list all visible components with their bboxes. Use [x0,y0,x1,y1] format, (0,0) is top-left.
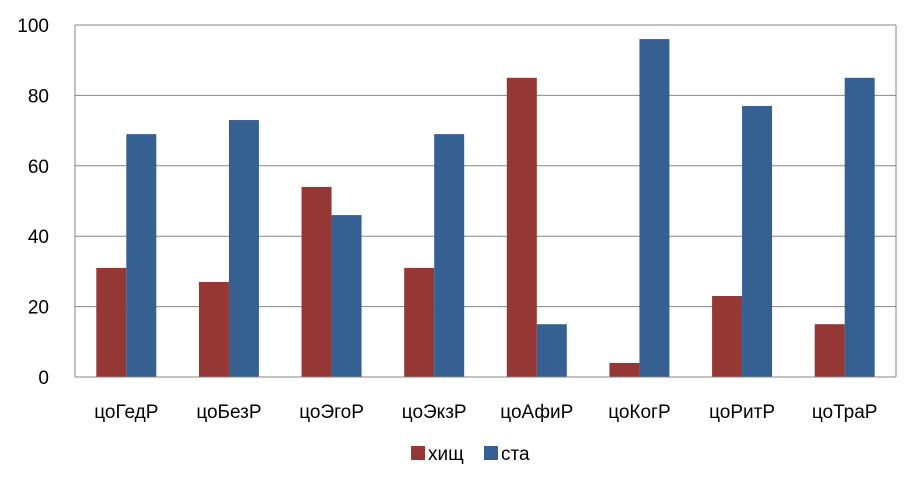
x-category-label: цоТраР [812,402,878,423]
bar-ста-цоТраР [844,77,875,378]
x-category-label: цоЭгоР [299,402,364,423]
axes [74,25,897,378]
bar-ста-цоКогР [639,39,670,377]
legend: хищ ста [411,444,530,465]
legend-swatch-ста [484,446,498,460]
y-tick-label: 40 [28,227,49,248]
y-tick-label: 0 [38,368,49,389]
bar-ста-цоРитР [742,105,773,378]
bar-ста-цоГедР [126,134,157,377]
bar-хищ-цоКогР [609,362,640,377]
y-tick-label: 100 [17,16,49,37]
x-category-labels: цоГедР цоБезР цоЭгоР цоЭкзР цоАфиР цоКогР цоРи… [94,402,877,423]
bar-хищ-цоГедР [96,267,127,377]
bar-хищ-цоРитР [712,296,743,377]
x-category-label: цоЭкзР [402,402,467,423]
bar-хищ-цоАфиР [506,77,537,378]
bar-хищ-цоЭгоР [301,186,332,377]
x-category-label: цоБезР [196,402,261,423]
bar-хищ-цоТраР [814,324,845,377]
bar-хищ-цоБезР [198,281,229,377]
gridlines [75,24,896,308]
x-category-label: цоАфиР [500,402,573,423]
bar-ста-цоАфиР [536,324,567,377]
x-category-label: цоКогР [608,402,670,423]
y-tick-label: 80 [28,86,49,107]
y-tick-labels: 0 20 40 60 80 100 [17,16,49,389]
bar-ста-цоЭгоР [331,215,362,377]
x-category-label: цоРитР [709,402,775,423]
legend-label: хищ [428,444,464,465]
y-tick-label: 20 [28,298,49,319]
bars [96,39,875,378]
legend-swatch-хищ [411,446,425,460]
bar-хищ-цоЭкзР [404,267,435,377]
bar-ста-цоЭкзР [434,134,465,377]
x-category-label: цоГедР [94,402,158,423]
y-tick-label: 60 [28,157,49,178]
bar-ста-цоБезР [228,120,259,377]
legend-label: ста [501,444,530,465]
